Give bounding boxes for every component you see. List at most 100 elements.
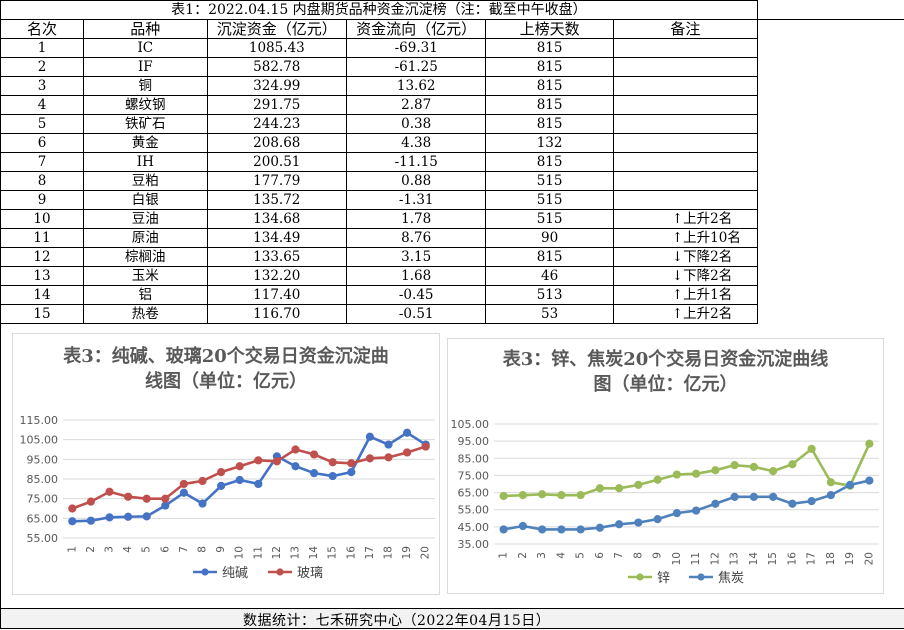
cell-name: 棕榈油 bbox=[84, 248, 208, 267]
cell-note: ↑上升2名 bbox=[613, 210, 757, 229]
cell-rank: 4 bbox=[1, 96, 84, 115]
cell-days: 815 bbox=[486, 96, 613, 115]
x-tick-label: 4 bbox=[555, 552, 567, 559]
cell-rank: 6 bbox=[1, 134, 84, 153]
cell-capital: 324.99 bbox=[207, 77, 346, 96]
cell-flow: -1.31 bbox=[346, 191, 485, 210]
cell-rank: 1 bbox=[1, 39, 84, 58]
cell-rank: 11 bbox=[1, 229, 84, 248]
x-tick-label: 8 bbox=[197, 546, 209, 553]
cell-note bbox=[613, 39, 757, 58]
cell-rank: 9 bbox=[1, 191, 84, 210]
cell-flow: -61.25 bbox=[346, 58, 485, 77]
x-tick-label: 1 bbox=[66, 546, 78, 553]
cell-capital: 177.79 bbox=[207, 172, 346, 191]
x-tick-label: 5 bbox=[141, 546, 153, 553]
y-tick-label: 85.00 bbox=[27, 473, 59, 486]
x-tick-label: 14 bbox=[748, 552, 760, 566]
header-flow: 资金流向（亿元） bbox=[346, 20, 485, 39]
cell-rank: 3 bbox=[1, 77, 84, 96]
cell-note: ↑上升1名 bbox=[613, 286, 757, 305]
cell-days: 815 bbox=[486, 248, 613, 267]
cell-flow: 4.38 bbox=[346, 134, 485, 153]
empty-cell bbox=[757, 115, 904, 134]
x-tick-label: 15 bbox=[767, 552, 779, 565]
data-point bbox=[292, 446, 299, 453]
cell-name: 铜 bbox=[84, 77, 208, 96]
cell-flow: -11.15 bbox=[346, 153, 485, 172]
cell-capital: 133.65 bbox=[207, 248, 346, 267]
y-tick-label: 55.00 bbox=[458, 504, 490, 517]
y-tick-label: 105.00 bbox=[20, 434, 59, 447]
chart-svg: 35.0045.0055.0065.0075.0085.0095.00105.0… bbox=[448, 339, 883, 593]
data-point bbox=[712, 500, 719, 507]
data-point bbox=[199, 477, 206, 484]
cell-name: 豆粕 bbox=[84, 172, 208, 191]
data-point bbox=[199, 500, 206, 507]
cell-note bbox=[613, 115, 757, 134]
data-point bbox=[69, 518, 76, 525]
cell-flow: 1.68 bbox=[346, 267, 485, 286]
data-point bbox=[125, 493, 132, 500]
data-point bbox=[750, 493, 757, 500]
data-point bbox=[311, 470, 318, 477]
cell-rank: 13 bbox=[1, 267, 84, 286]
x-tick-label: 12 bbox=[709, 552, 721, 565]
cell-note: ↑上升10名 bbox=[613, 229, 757, 248]
cell-days: 815 bbox=[486, 77, 613, 96]
cell-note bbox=[613, 134, 757, 153]
data-point bbox=[866, 477, 873, 484]
y-tick-label: 35.00 bbox=[458, 538, 490, 551]
cell-rank: 12 bbox=[1, 248, 84, 267]
y-tick-label: 105.00 bbox=[451, 418, 490, 431]
data-point bbox=[329, 472, 336, 479]
data-point bbox=[596, 524, 603, 531]
y-tick-label: 65.00 bbox=[458, 487, 490, 500]
data-point bbox=[712, 467, 719, 474]
data-point bbox=[292, 463, 299, 470]
cell-name: 白银 bbox=[84, 191, 208, 210]
x-tick-label: 9 bbox=[215, 546, 227, 553]
data-point bbox=[162, 502, 169, 509]
y-tick-label: 95.00 bbox=[27, 453, 59, 466]
data-point bbox=[366, 455, 373, 462]
x-tick-label: 20 bbox=[420, 546, 432, 559]
data-point bbox=[87, 517, 94, 524]
cell-name: 热卷 bbox=[84, 305, 208, 324]
table-header-row: 名次 品种 沉淀资金（亿元） 资金流向（亿元） 上榜天数 备注 bbox=[1, 20, 904, 39]
x-tick-label: 16 bbox=[786, 552, 798, 566]
cell-name: 黄金 bbox=[84, 134, 208, 153]
data-point bbox=[808, 445, 815, 452]
cell-days: 815 bbox=[486, 115, 613, 134]
empty-cell bbox=[757, 1, 904, 20]
cell-days: 515 bbox=[486, 210, 613, 229]
cell-flow: 1.78 bbox=[346, 210, 485, 229]
cell-rank: 14 bbox=[1, 286, 84, 305]
cell-days: 515 bbox=[486, 172, 613, 191]
data-point bbox=[255, 457, 262, 464]
cell-rank: 10 bbox=[1, 210, 84, 229]
cell-rank: 2 bbox=[1, 58, 84, 77]
cell-note bbox=[613, 172, 757, 191]
data-point bbox=[162, 495, 169, 502]
data-point bbox=[519, 492, 526, 499]
x-tick-label: 17 bbox=[806, 552, 818, 565]
header-name: 品种 bbox=[84, 20, 208, 39]
data-point bbox=[125, 513, 132, 520]
x-tick-label: 18 bbox=[383, 546, 395, 559]
x-tick-label: 17 bbox=[364, 546, 376, 559]
cell-capital: 134.49 bbox=[207, 229, 346, 248]
x-tick-label: 20 bbox=[863, 552, 875, 565]
data-point bbox=[539, 526, 546, 533]
x-tick-label: 6 bbox=[594, 552, 606, 559]
